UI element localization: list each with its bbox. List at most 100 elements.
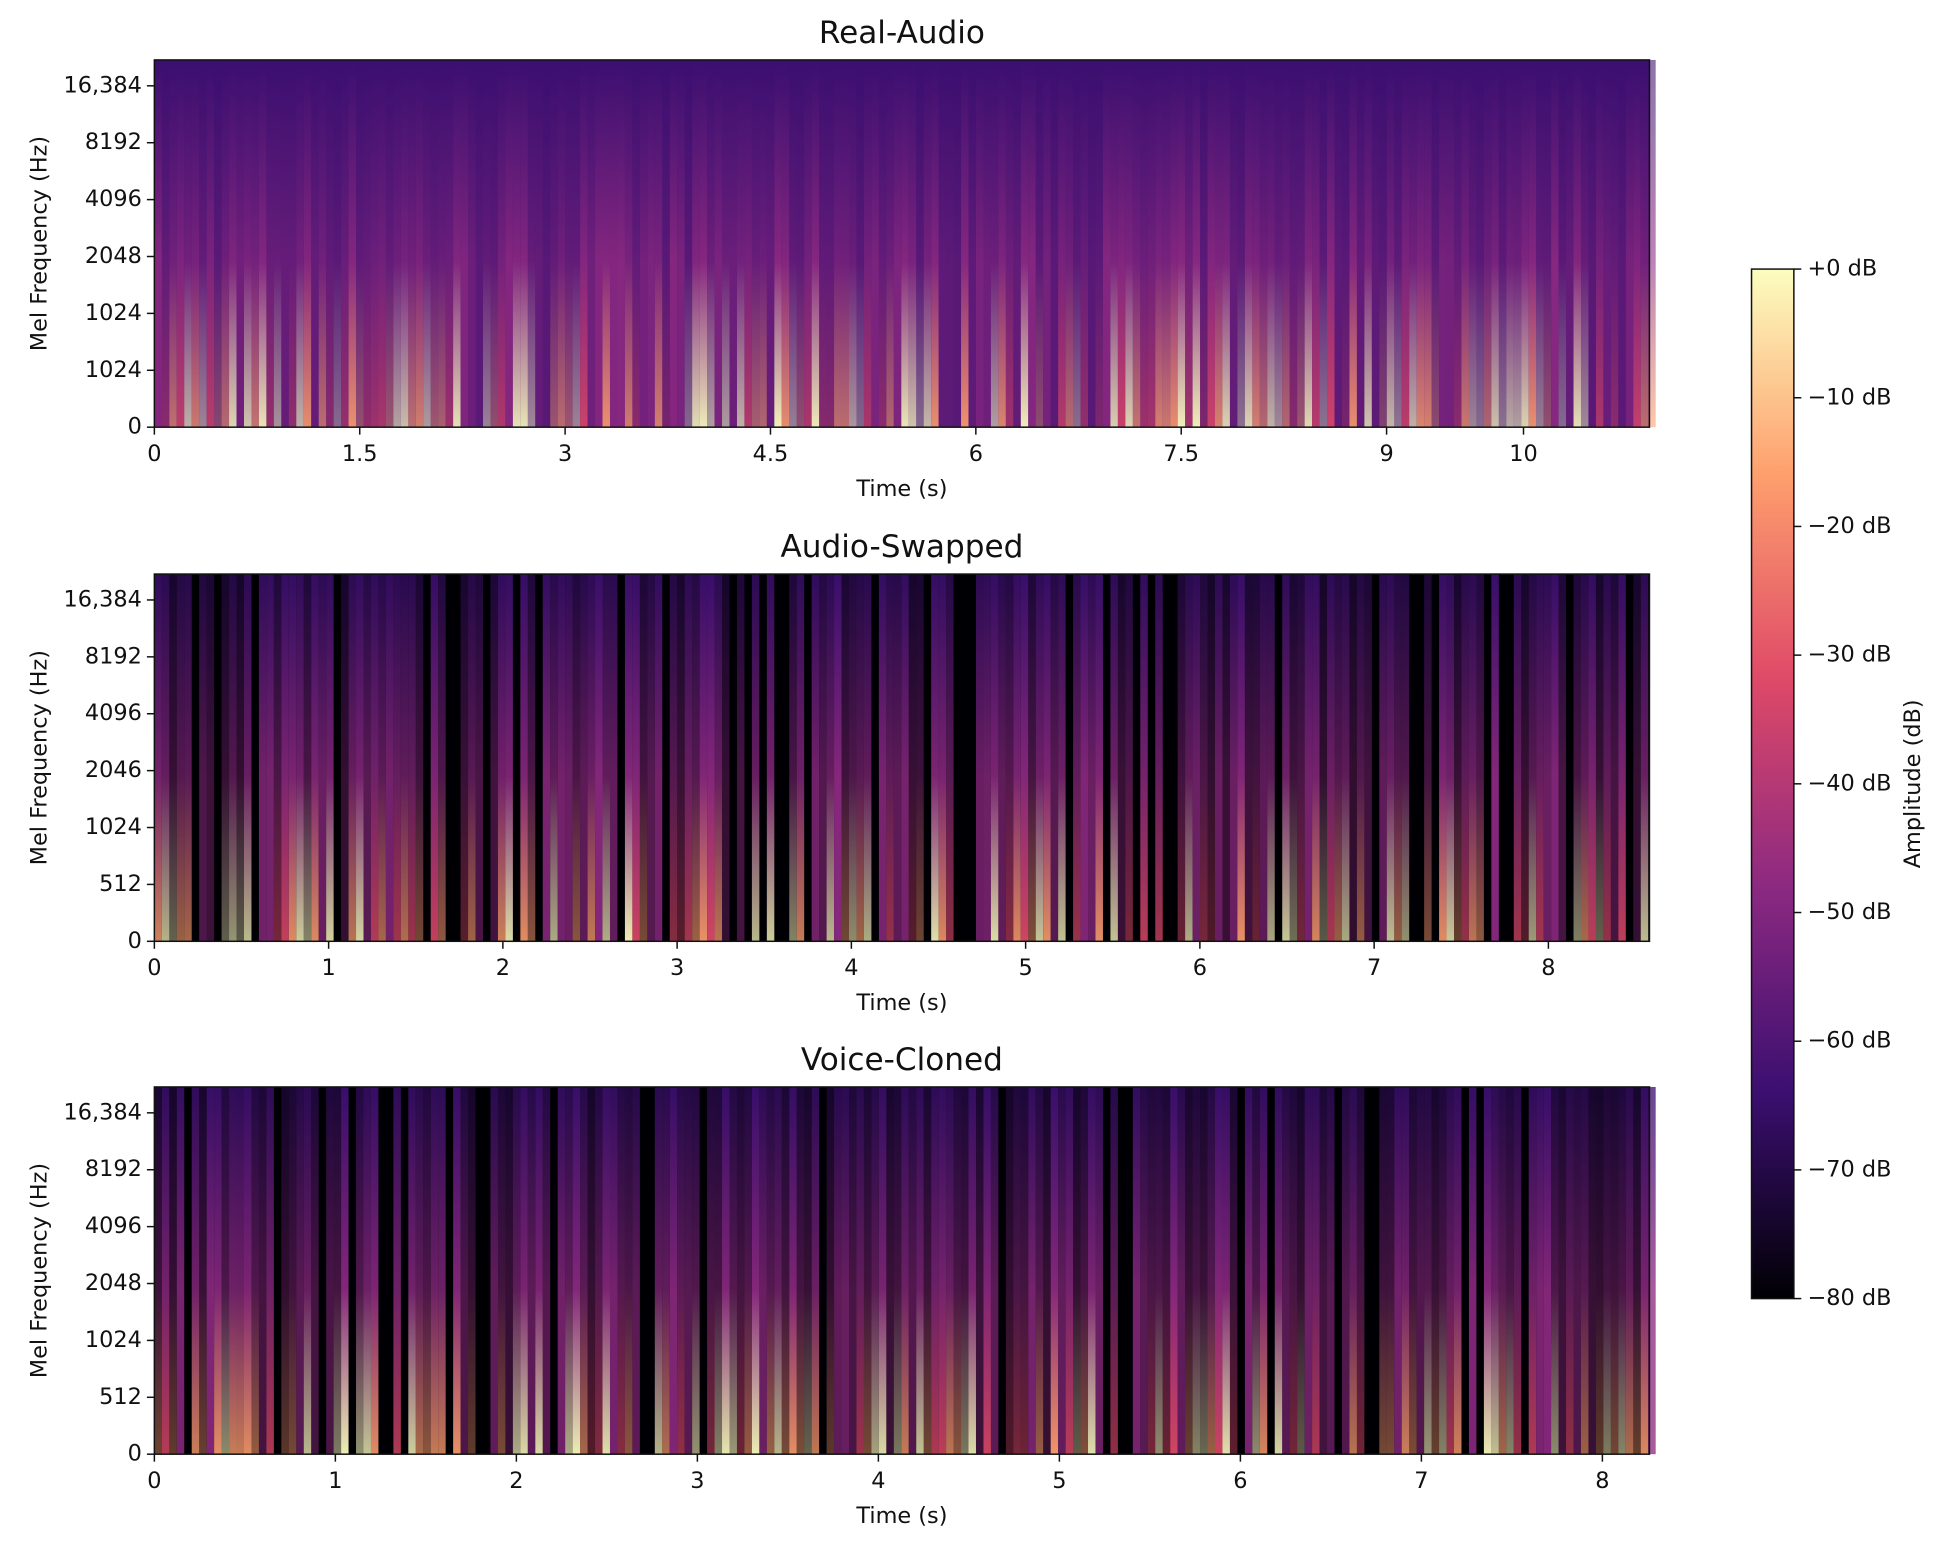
spectrogram-stripe [1065, 59, 1074, 428]
spectrogram-stripe [311, 59, 319, 428]
spectrogram-stripe [759, 59, 767, 428]
plot-frame [153, 1086, 1651, 1455]
spectrogram-stripe [281, 1086, 289, 1455]
spectrogram-stripe [1506, 59, 1514, 428]
x-axis-label: Time (s) [855, 1503, 947, 1529]
spectrogram-stripe [1020, 1086, 1029, 1455]
spectrogram-stripe [1088, 59, 1096, 428]
spectrogram-stripe [1513, 59, 1522, 428]
spectrogram-stripe [1334, 574, 1342, 942]
x-tick-label: 5 [1052, 1468, 1066, 1494]
y-tick-label: 512 [99, 871, 142, 897]
spectrogram-stripe [856, 1086, 864, 1455]
spectrogram-stripe [557, 59, 566, 428]
spectrogram-stripe [221, 574, 230, 942]
spectrogram-stripe [1513, 574, 1522, 942]
spectrogram-stripe [1312, 1086, 1320, 1455]
spectrogram-stripe [1147, 59, 1156, 428]
spectrogram-stripe [983, 59, 991, 428]
spectrogram-stripe [1140, 574, 1148, 942]
spectrogram-stripe [587, 574, 596, 942]
spectrogram-stripe [565, 574, 573, 942]
spectrogram-stripe [154, 1086, 162, 1455]
spectrogram-stripe [766, 1086, 775, 1455]
spectrogram-stripe [736, 574, 745, 942]
spectrogram-stripe [483, 59, 491, 428]
spectrogram-stripe [774, 1086, 782, 1455]
spectrogram-stripe [356, 1086, 364, 1455]
spectrogram-stripe [169, 1086, 177, 1455]
spectrogram-image [154, 1086, 1656, 1455]
spectrogram-stripe [438, 574, 446, 942]
spectrogram-stripe [893, 59, 902, 428]
spectrogram-stripe [1379, 574, 1387, 942]
spectrogram-stripe [722, 59, 730, 428]
spectrogram-stripe [580, 1086, 588, 1455]
spectrogram-stripe [983, 1086, 991, 1455]
spectrogram-stripe [1192, 1086, 1201, 1455]
spectrogram-stripe [946, 1086, 954, 1455]
spectrogram-stripe [1603, 1086, 1611, 1455]
colorbar-tick-label: −20 dB [1808, 513, 1892, 539]
x-tick-label: 8 [1595, 1468, 1609, 1494]
spectrogram-stripe [490, 574, 498, 942]
spectrogram-stripe [1416, 59, 1425, 428]
x-tick-label: 7.5 [1163, 441, 1199, 467]
spectrogram-stripe [1304, 59, 1313, 428]
spectrogram-stripe [729, 59, 737, 428]
spectrogram-stripe [199, 59, 207, 428]
spectrogram-stripe [1379, 1086, 1387, 1455]
spectrogram-stripe [587, 59, 596, 428]
spectrogram-stripe [341, 1086, 349, 1455]
spectrogram-stripe [856, 59, 864, 428]
spectrogram-stripe [946, 59, 954, 428]
spectrogram-stripe [1252, 59, 1260, 428]
spectrogram-stripe [1618, 574, 1626, 942]
colorbar-label: Amplitude (dB) [1900, 699, 1926, 868]
spectrogram-stripe [505, 1086, 513, 1455]
spectrogram-stripe [975, 59, 984, 428]
spectrogram-stripe [863, 574, 872, 942]
spectrogram-stripe [243, 1086, 252, 1455]
spectrogram-stripe [707, 574, 715, 942]
spectrogram-stripe [1491, 574, 1499, 942]
spectrogram-stripe [789, 59, 797, 428]
spectrogram-stripe [908, 1086, 917, 1455]
spectrogram-stripe [722, 1086, 730, 1455]
spectrogram-stripe [609, 59, 618, 428]
spectrogram-stripe [1043, 1086, 1051, 1455]
spectrogram-stripe [624, 59, 633, 428]
spectrogram-stripe [243, 574, 252, 942]
x-tick-label: 10 [1509, 441, 1538, 467]
spectrogram-stripe [1371, 59, 1380, 428]
y-axis-label: Mel Frequency (Hz) [26, 650, 52, 865]
spectrogram-stripe [841, 1086, 850, 1455]
spectrogram-stripe [1401, 574, 1410, 942]
spectrogram-stripe [1073, 574, 1081, 942]
spectrogram-stripe [1050, 574, 1059, 942]
spectrogram-stripe [378, 59, 386, 428]
spectrogram-stripe [609, 1086, 618, 1455]
spectrogram-stripe [1214, 574, 1223, 942]
spectrogram-stripe [1005, 1086, 1014, 1455]
spectrogram-stripe [468, 1086, 476, 1455]
spectrogram-stripe [998, 59, 1006, 428]
spectrogram-stripe [751, 574, 760, 942]
spectrogram-stripe [647, 574, 655, 942]
spectrogram-stripe [1364, 574, 1372, 942]
spectrogram-stripe [1192, 59, 1201, 428]
spectrogram-stripe [1640, 574, 1649, 942]
spectrogram-stripe [1454, 1086, 1462, 1455]
spectrogram-stripe [266, 1086, 274, 1455]
spectrogram-stripe [1513, 1086, 1522, 1455]
spectrogram-stripe [453, 1086, 461, 1455]
spectrogram-stripe [1312, 574, 1320, 942]
spectrogram-stripe [475, 574, 484, 942]
spectrogram-stripe [804, 59, 812, 428]
spectrogram-stripe [229, 574, 237, 942]
spectrogram-stripe [1267, 574, 1275, 942]
spectrogram-stripe [826, 59, 835, 428]
spectrogram-stripe [766, 59, 775, 428]
spectrogram-stripe [266, 574, 274, 942]
